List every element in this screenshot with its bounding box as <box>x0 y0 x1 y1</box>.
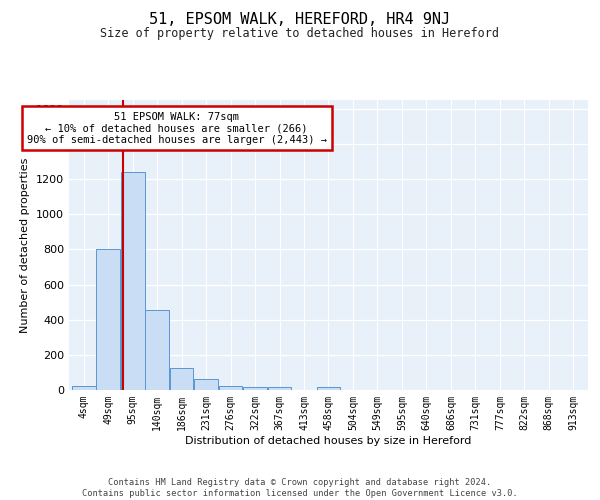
Bar <box>121 172 145 390</box>
Bar <box>170 368 193 390</box>
Bar <box>317 388 340 390</box>
X-axis label: Distribution of detached houses by size in Hereford: Distribution of detached houses by size … <box>185 436 472 446</box>
Text: Size of property relative to detached houses in Hereford: Size of property relative to detached ho… <box>101 28 499 40</box>
Bar <box>96 250 120 390</box>
Y-axis label: Number of detached properties: Number of detached properties <box>20 158 31 332</box>
Text: Contains HM Land Registry data © Crown copyright and database right 2024.
Contai: Contains HM Land Registry data © Crown c… <box>82 478 518 498</box>
Text: 51 EPSOM WALK: 77sqm
← 10% of detached houses are smaller (266)
90% of semi-deta: 51 EPSOM WALK: 77sqm ← 10% of detached h… <box>27 112 327 144</box>
Bar <box>72 386 95 390</box>
Bar <box>194 380 218 390</box>
Bar <box>268 388 292 390</box>
Bar <box>219 386 242 390</box>
Text: 51, EPSOM WALK, HEREFORD, HR4 9NJ: 51, EPSOM WALK, HEREFORD, HR4 9NJ <box>149 12 451 28</box>
Bar <box>145 310 169 390</box>
Bar <box>243 387 267 390</box>
